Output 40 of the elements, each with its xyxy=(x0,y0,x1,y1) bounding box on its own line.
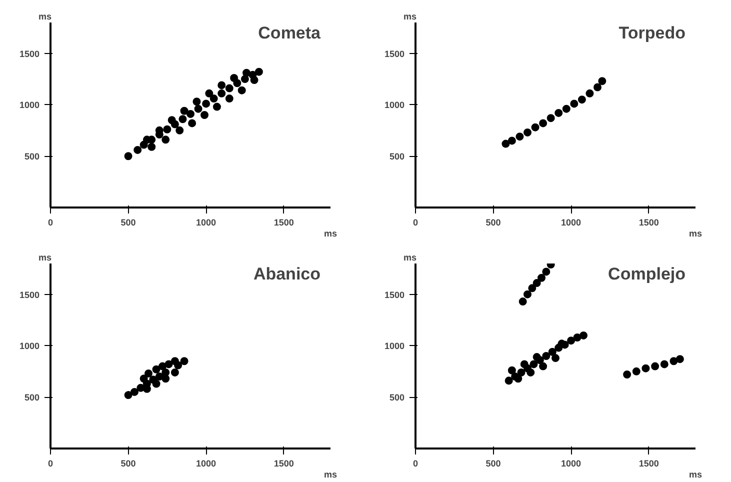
x-tick-label: 500 xyxy=(120,218,136,228)
x-tick-label: 1000 xyxy=(196,458,216,468)
y-tick-label: 1500 xyxy=(384,48,405,59)
y-axis-title: ms xyxy=(38,252,52,262)
y-tick-label: 1500 xyxy=(19,48,40,59)
x-tick-label: 500 xyxy=(486,458,501,468)
x-axis-title: ms xyxy=(324,470,338,480)
y-tick-label: 1500 xyxy=(19,290,40,300)
y-tick-label: 500 xyxy=(24,152,40,162)
y-tick-label: 1500 xyxy=(384,290,405,300)
x-tick-label: 500 xyxy=(120,458,136,468)
x-tick-label: 1000 xyxy=(561,218,582,228)
x-tick-label: 1500 xyxy=(274,458,294,468)
chart-title: Cometa xyxy=(258,24,322,42)
x-tick-label: 1500 xyxy=(638,218,659,228)
chart-title: Abanico xyxy=(253,264,320,284)
chart-title: Complejo xyxy=(608,264,686,284)
y-tick-label: 500 xyxy=(24,392,40,403)
x-axis-title: ms xyxy=(688,470,702,480)
x-tick-label: 1000 xyxy=(561,458,582,468)
y-axis-title: ms xyxy=(404,12,417,22)
y-axis-title: ms xyxy=(38,12,52,22)
x-axis-title: ms xyxy=(324,228,338,238)
y-tick-label: 500 xyxy=(389,392,405,403)
x-tick-label: 0 xyxy=(48,458,54,468)
x-tick-label: 1000 xyxy=(196,218,216,228)
y-tick-label: 1000 xyxy=(19,100,40,110)
chart-title: Torpedo xyxy=(618,24,686,42)
x-tick-label: 0 xyxy=(412,218,418,228)
x-tick-label: 1500 xyxy=(274,218,294,228)
y-tick-label: 1000 xyxy=(19,341,40,352)
x-tick-label: 0 xyxy=(48,218,54,228)
x-axis-title: ms xyxy=(688,228,702,238)
y-axis-title: ms xyxy=(404,252,417,262)
x-tick-label: 1500 xyxy=(638,458,659,468)
x-tick-label: 0 xyxy=(412,458,418,468)
y-tick-label: 500 xyxy=(389,152,405,162)
x-tick-label: 500 xyxy=(486,218,501,228)
y-tick-label: 1000 xyxy=(384,100,405,110)
y-tick-label: 1000 xyxy=(384,341,405,352)
